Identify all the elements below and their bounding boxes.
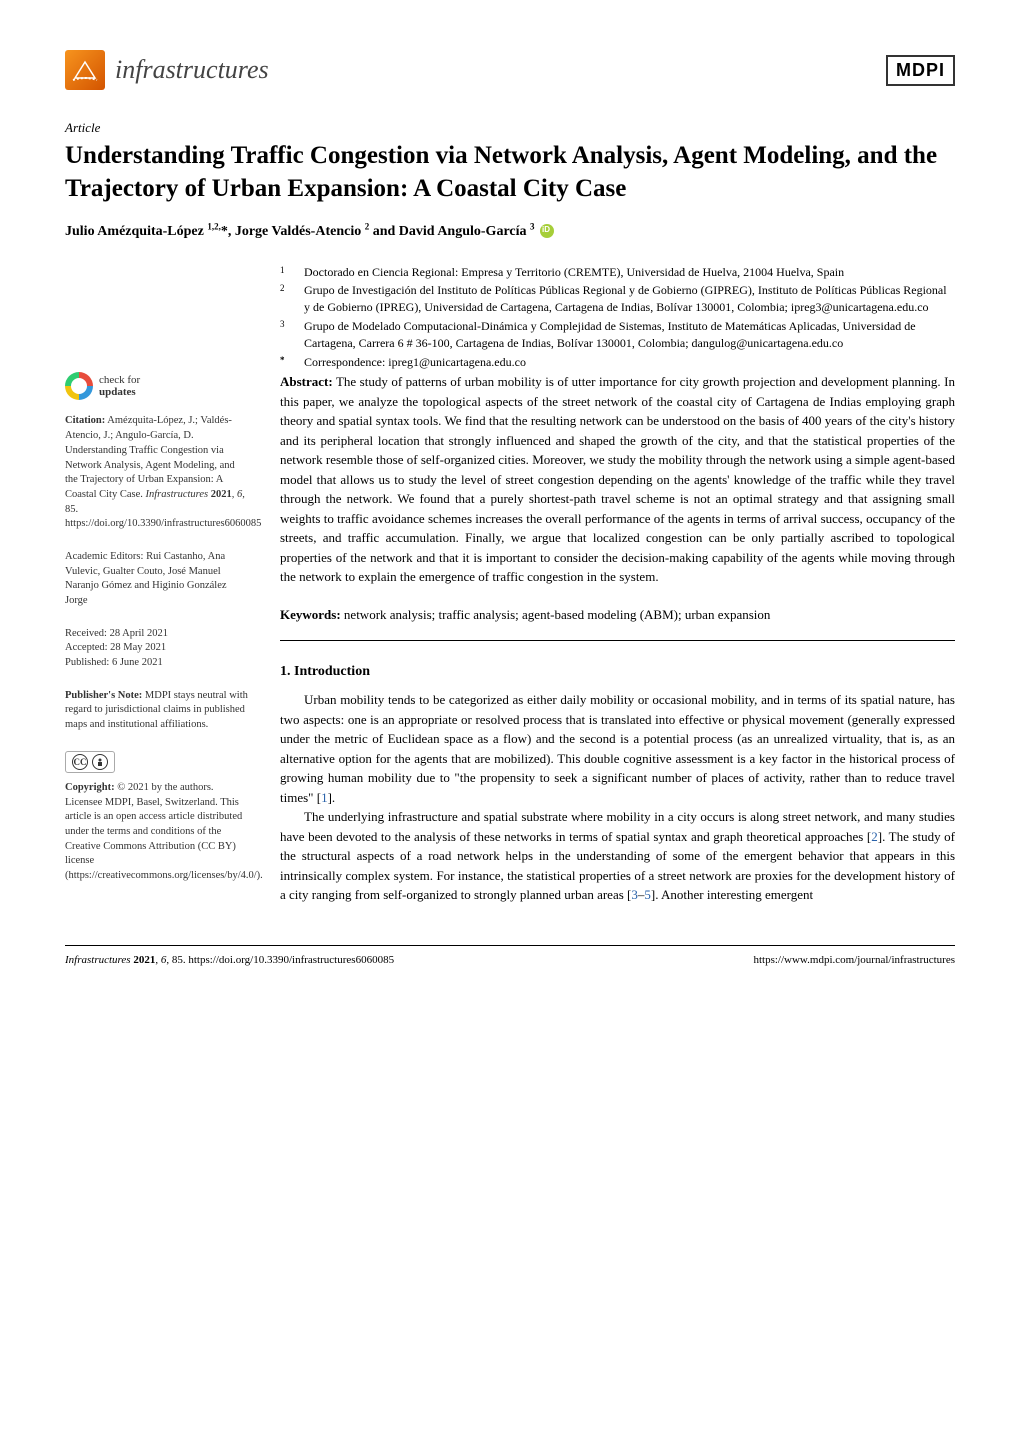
editors-block: Academic Editors: Rui Castanho, Ana Vule…: [65, 550, 250, 609]
citation-year: 2021: [208, 489, 232, 500]
publisher-note-block: Publisher's Note: MDPI stays neutral wit…: [65, 689, 250, 733]
affiliation-row: 2 Grupo de Investigación del Instituto d…: [280, 282, 955, 316]
affiliations-block: 1 Doctorado en Ciencia Regional: Empresa…: [280, 264, 955, 371]
cc-badge[interactable]: CC: [65, 751, 115, 773]
footer-journal: Infrastructures: [65, 954, 131, 966]
footer-left: Infrastructures 2021, 6, 85. https://doi…: [65, 954, 394, 966]
journal-icon: [65, 50, 105, 90]
authors-line: Julio Amézquita-López 1,2,*, Jorge Valdé…: [65, 221, 955, 240]
citation-vol: , 6: [232, 489, 243, 500]
affiliation-row: 1 Doctorado en Ciencia Regional: Empresa…: [280, 264, 955, 281]
journal-name: infrastructures: [115, 55, 269, 85]
affil-text: Grupo de Investigación del Instituto de …: [304, 282, 955, 316]
article-type: Article: [65, 120, 955, 136]
section-heading: 1. Introduction: [280, 661, 955, 682]
journal-brand: infrastructures: [65, 50, 269, 90]
citation-text: Amézquita-López, J.; Valdés-Atencio, J.;…: [65, 415, 235, 499]
affiliation-row: 3 Grupo de Modelado Computacional-Dinámi…: [280, 318, 955, 352]
footer: Infrastructures 2021, 6, 85. https://doi…: [65, 945, 955, 966]
pubnote-label: Publisher's Note:: [65, 690, 142, 701]
citation-block: Citation: Amézquita-López, J.; Valdés-At…: [65, 414, 250, 532]
license-block: CC Copyright: © 2021 by the authors. Lic…: [65, 751, 250, 884]
sidebar: check for updates Citation: Amézquita-Ló…: [65, 372, 250, 905]
affil-number: *: [280, 354, 294, 371]
publisher-logo: MDPI: [886, 55, 955, 86]
received-date: Received: 28 April 2021: [65, 627, 250, 642]
copyright-label: Copyright:: [65, 782, 115, 793]
affil-text: Correspondence: ipreg1@unicartagena.edu.…: [304, 354, 526, 371]
copyright-text: Copyright: © 2021 by the authors. Licens…: [65, 781, 250, 884]
header-row: infrastructures MDPI: [65, 50, 955, 90]
dates-block: Received: 28 April 2021 Accepted: 28 May…: [65, 627, 250, 671]
article-title: Understanding Traffic Congestion via Net…: [65, 140, 955, 205]
main-content: Abstract: The study of patterns of urban…: [280, 372, 955, 905]
affil-number: 1: [280, 264, 294, 281]
body-paragraph: The underlying infrastructure and spatia…: [280, 807, 955, 905]
accepted-date: Accepted: 28 May 2021: [65, 641, 250, 656]
affil-number: 2: [280, 282, 294, 316]
footer-right[interactable]: https://www.mdpi.com/journal/infrastruct…: [753, 954, 955, 966]
authors-text: Julio Amézquita-López 1,2,*, Jorge Valdé…: [65, 224, 535, 239]
abstract-text: The study of patterns of urban mobility …: [280, 374, 955, 584]
footer-vol: 6: [161, 954, 167, 966]
citation-journal: Infrastructures: [146, 489, 209, 500]
keywords-text: network analysis; traffic analysis; agen…: [344, 607, 771, 622]
cc-icon: CC: [72, 754, 88, 770]
keywords-label: Keywords:: [280, 607, 341, 622]
abstract-label: Abstract:: [280, 374, 333, 389]
citation-label: Citation:: [65, 415, 105, 426]
affil-number: 3: [280, 318, 294, 352]
published-date: Published: 6 June 2021: [65, 656, 250, 671]
check-updates-widget[interactable]: check for updates: [65, 372, 250, 400]
section-divider: [280, 640, 955, 641]
check-updates-label: check for updates: [99, 374, 140, 398]
body-paragraph: Urban mobility tends to be categorized a…: [280, 690, 955, 807]
keywords-block: Keywords: network analysis; traffic anal…: [280, 605, 955, 625]
editors-label: Academic Editors:: [65, 551, 146, 562]
affiliation-row: * Correspondence: ipreg1@unicartagena.ed…: [280, 354, 955, 371]
footer-doi[interactable]: https://doi.org/10.3390/infrastructures6…: [188, 954, 394, 966]
footer-year: 2021: [133, 954, 155, 966]
orcid-icon[interactable]: [540, 224, 554, 238]
affil-text: Grupo de Modelado Computacional-Dinámica…: [304, 318, 955, 352]
by-icon: [92, 754, 108, 770]
abstract-block: Abstract: The study of patterns of urban…: [280, 372, 955, 587]
affil-text: Doctorado en Ciencia Regional: Empresa y…: [304, 264, 844, 281]
check-updates-icon: [65, 372, 93, 400]
